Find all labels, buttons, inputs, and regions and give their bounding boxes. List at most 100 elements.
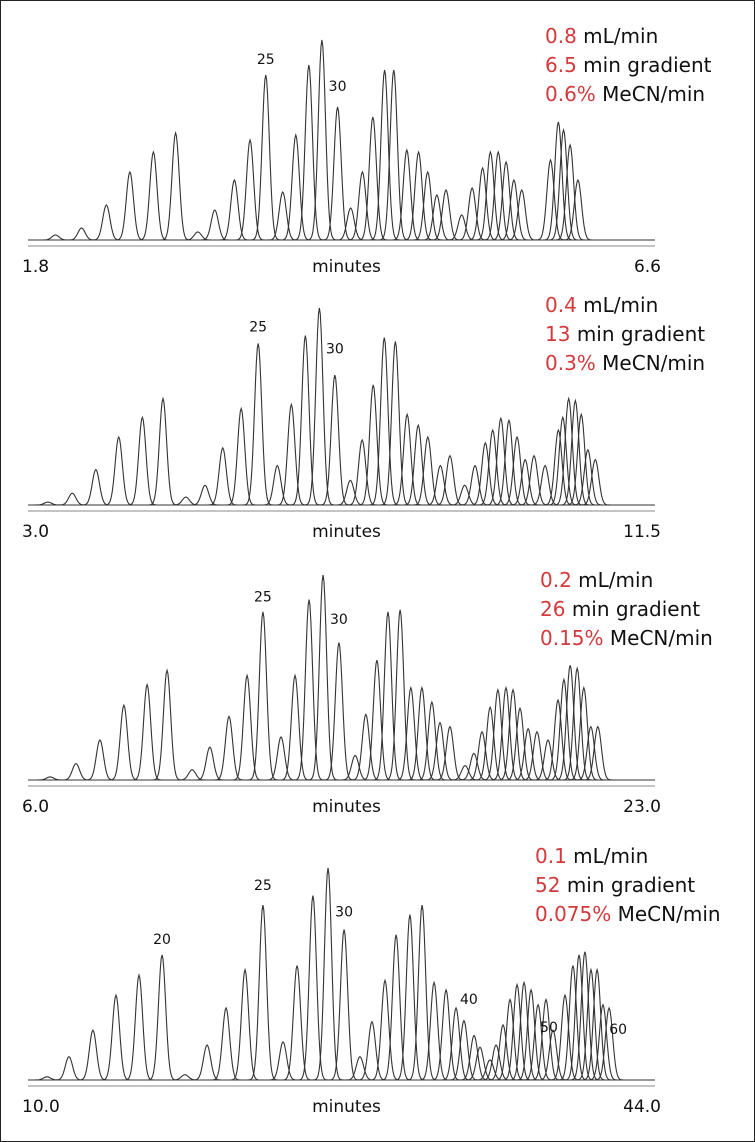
peak [159, 130, 192, 241]
peak [322, 642, 356, 781]
condition-label: MeCN/min [602, 82, 705, 106]
peak [59, 762, 93, 781]
peak [357, 384, 390, 506]
peak [521, 1003, 555, 1081]
peak [292, 64, 326, 241]
condition-value: 6.5 [545, 53, 577, 77]
peak [292, 599, 326, 781]
peak [445, 214, 478, 241]
peak [321, 106, 354, 241]
condition-value: 0.15% [540, 626, 604, 650]
peak [482, 150, 515, 241]
x-tick-label: 1.8 [22, 257, 49, 277]
condition: 13 min gradient [545, 322, 705, 346]
x-tick-label: 44.0 [623, 1097, 661, 1117]
condition-label: min gradient [583, 53, 711, 77]
peak [90, 204, 123, 241]
x-axis-label: minutes [312, 1097, 381, 1117]
peak [306, 574, 340, 781]
peak [476, 428, 509, 506]
condition: 0.1 mL/min [535, 844, 648, 868]
condition-label: min gradient [577, 322, 705, 346]
peak [278, 673, 312, 781]
condition-value: 0.075% [535, 902, 611, 926]
peak [448, 484, 481, 506]
peak [423, 721, 457, 781]
peak [355, 1020, 389, 1081]
peak [393, 914, 427, 1081]
peak [405, 685, 439, 781]
peak [411, 170, 444, 241]
peak [466, 166, 499, 241]
peak [531, 739, 565, 781]
peak [360, 659, 394, 781]
peak [212, 715, 246, 781]
peak [279, 132, 312, 241]
condition-value: 0.2 [540, 568, 572, 592]
peak [429, 188, 463, 241]
peak [546, 415, 579, 506]
peak [571, 448, 605, 506]
peak-annotation: 50 [540, 1020, 558, 1036]
peak [122, 973, 156, 1081]
peak [568, 951, 602, 1081]
peak [553, 143, 587, 241]
peak [52, 1055, 86, 1081]
peak-annotation: 30 [329, 79, 347, 95]
peak [246, 611, 280, 781]
peak [303, 307, 336, 506]
peak [417, 980, 451, 1081]
peak [318, 374, 352, 506]
peak [547, 127, 580, 241]
peak [433, 725, 467, 781]
peak [379, 934, 413, 1081]
peak [383, 609, 417, 781]
condition: 6.5 min gradient [545, 53, 712, 77]
condition-label: mL/min [578, 568, 653, 592]
condition-label: mL/min [583, 293, 658, 317]
condition-value: 0.8 [545, 24, 577, 48]
peak [130, 682, 164, 781]
peak [580, 967, 614, 1081]
peak [368, 337, 401, 506]
peak [188, 484, 222, 506]
peak [542, 121, 575, 241]
peak [264, 735, 298, 781]
peak [218, 178, 251, 241]
condition-value: 52 [535, 873, 560, 897]
peak [338, 754, 372, 781]
peak [424, 464, 457, 506]
condition-label: MeCN/min [618, 902, 721, 926]
peak [534, 158, 567, 241]
peak [198, 209, 231, 241]
peak-annotation: 60 [609, 1022, 627, 1038]
peak [492, 418, 526, 506]
peak [224, 406, 258, 506]
peak [415, 700, 449, 781]
condition: 0.15% MeCN/min [540, 626, 713, 650]
peak [305, 39, 339, 241]
peak [145, 954, 179, 1081]
peak [497, 178, 531, 241]
peak [368, 978, 402, 1081]
peak [486, 1023, 520, 1081]
peak [503, 706, 537, 781]
peak [193, 746, 227, 781]
condition: 0.6% MeCN/min [545, 82, 705, 106]
condition: 0.3% MeCN/min [545, 351, 705, 375]
peak [228, 967, 262, 1081]
condition-label: mL/min [583, 24, 658, 48]
peak [334, 207, 367, 241]
peak [107, 703, 141, 781]
peak [349, 713, 383, 781]
peak [275, 402, 308, 506]
peak [181, 231, 215, 241]
peak [249, 74, 282, 241]
peak [368, 69, 401, 241]
peak [390, 148, 424, 241]
peak-annotation: 30 [330, 612, 348, 628]
peak-annotation: 20 [153, 932, 171, 948]
peak [65, 227, 98, 241]
